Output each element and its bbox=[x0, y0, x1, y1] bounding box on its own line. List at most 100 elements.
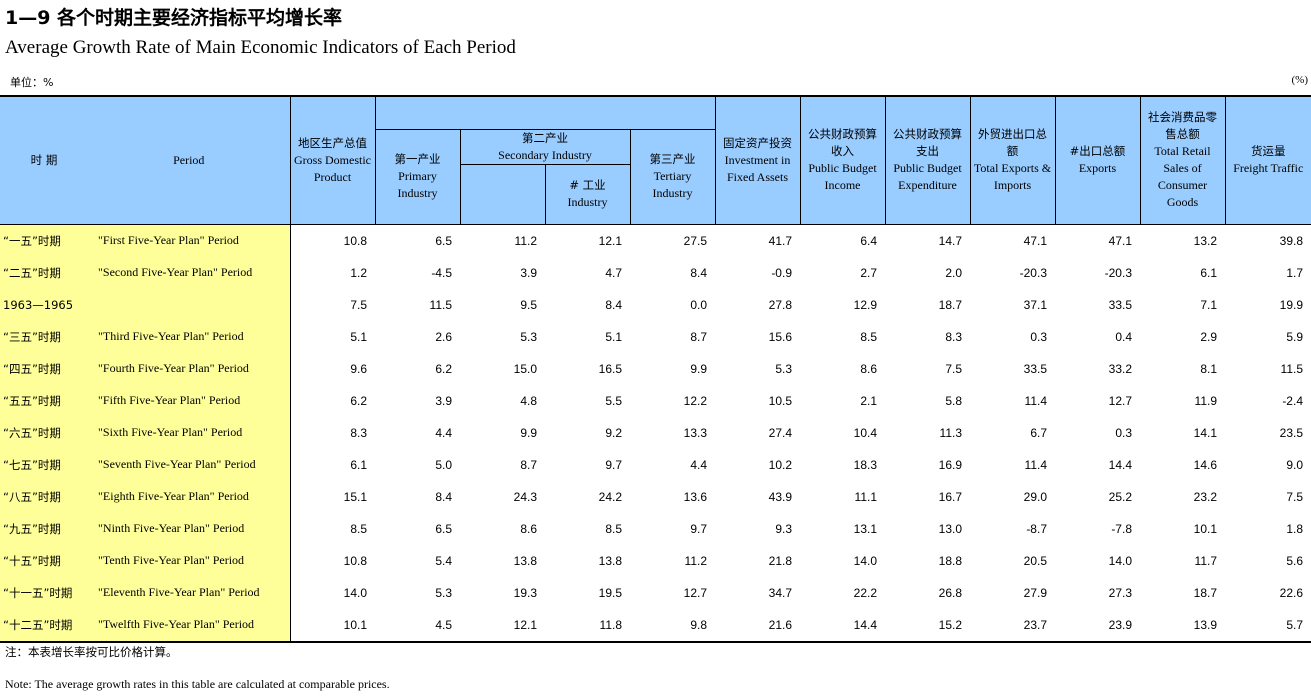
value-cell: 4.5 bbox=[375, 608, 460, 643]
value-cell: 9.9 bbox=[520, 425, 537, 440]
table-header: 时 期 Period 地区生产总值 Gross Domestic Product … bbox=[0, 95, 1311, 225]
row-period-cn: “六五”时期 bbox=[0, 416, 88, 449]
row-period-cn: “一五”时期 bbox=[0, 224, 88, 257]
table-row: “四五”时期 "Fourth Five-Year Plan" Period 9.6 6… bbox=[0, 352, 1311, 385]
row-period-cn: “十一五”时期 bbox=[0, 576, 88, 609]
value-cell: 12.2 bbox=[683, 393, 707, 408]
value-cell: 6.2 bbox=[350, 393, 367, 408]
value-cell: 9.5 bbox=[520, 297, 537, 312]
table-body: “一五”时期 "First Five-Year Plan" Period 10.8 6… bbox=[0, 224, 1311, 643]
row-period-cn: “七五”时期 bbox=[0, 448, 88, 481]
value-cell: 0.0 bbox=[690, 297, 707, 312]
value-cell: 3.9 bbox=[520, 265, 537, 280]
value-cell: 13.8 bbox=[598, 553, 622, 568]
value-cell: 13.9 bbox=[1140, 608, 1225, 643]
value-cell: 9.2 bbox=[605, 425, 622, 440]
table-row: “十五”时期 "Tenth Five-Year Plan" Period 10.8 5… bbox=[0, 544, 1311, 577]
value-cell: 43.9 bbox=[768, 489, 792, 504]
value-cell: 27.5 bbox=[683, 233, 707, 248]
value-cell: 15.2 bbox=[885, 608, 970, 643]
value-cell: 12.9 bbox=[853, 297, 877, 312]
value-cell: 2.1 bbox=[860, 393, 877, 408]
value-cell: 27.8 bbox=[768, 297, 792, 312]
row-period-cn: “八五”时期 bbox=[0, 480, 88, 513]
header-period-en: Period bbox=[88, 95, 291, 225]
value-cell: 33.5 bbox=[1108, 297, 1132, 312]
value-cell: 13.2 bbox=[1193, 233, 1217, 248]
header-freight: 货运量 Freight Traffic bbox=[1224, 95, 1311, 225]
row-period-en: "Second Five-Year Plan" Period bbox=[88, 256, 291, 289]
note-english: Note: The average growth rates in this t… bbox=[5, 677, 390, 691]
value-cell: 13.6 bbox=[683, 489, 707, 504]
value-cell: 3.9 bbox=[435, 393, 452, 408]
value-cell: 11.2 bbox=[514, 233, 537, 248]
header-budget-income: 公共财政预算收入 Public Budget Income bbox=[799, 95, 886, 225]
table-row: “五五”时期 "Fifth Five-Year Plan" Period 6.2 3.… bbox=[0, 384, 1311, 417]
value-cell: 27.4 bbox=[768, 425, 792, 440]
growth-rate-table: 时 期 Period 地区生产总值 Gross Domestic Product … bbox=[0, 95, 1311, 643]
value-cell: 9.0 bbox=[1286, 457, 1303, 472]
row-period-en: "Third Five-Year Plan" Period bbox=[88, 320, 291, 353]
row-period-en: "First Five-Year Plan" Period bbox=[88, 224, 291, 257]
unit-label: 单位：% bbox=[10, 76, 54, 89]
row-period-cn: “三五”时期 bbox=[0, 320, 88, 353]
row-period-en: "Twelfth Five-Year Plan" Period bbox=[88, 608, 291, 643]
value-cell: 8.4 bbox=[690, 265, 707, 280]
header-primary: 第一产业 Primary Industry bbox=[374, 128, 461, 225]
value-cell: 23.2 bbox=[1193, 489, 1217, 504]
value-cell: -20.3 bbox=[1019, 265, 1047, 280]
value-cell: 5.1 bbox=[605, 329, 622, 344]
value-cell: 8.3 bbox=[350, 425, 367, 440]
value-cell: 7.5 bbox=[1286, 489, 1303, 504]
value-cell: 11.5 bbox=[1280, 361, 1303, 376]
value-cell: 16.7 bbox=[938, 489, 962, 504]
row-period-cn: 1963—1965 bbox=[0, 288, 88, 321]
table-title-english: Average Growth Rate of Main Economic Ind… bbox=[5, 37, 516, 58]
value-cell: 10.2 bbox=[768, 457, 792, 472]
value-cell: 14.4 bbox=[1108, 457, 1132, 472]
value-cell: 11.7 bbox=[1194, 553, 1217, 568]
header-secondary: 第二产业 Secondary Industry bbox=[459, 128, 631, 165]
value-cell: 19.3 bbox=[513, 585, 537, 600]
row-period-cn: “四五”时期 bbox=[0, 352, 88, 385]
value-cell: 14.7 bbox=[938, 233, 962, 248]
value-cell: 11.3 bbox=[939, 425, 962, 440]
value-cell: 6.1 bbox=[350, 457, 367, 472]
value-cell: 14.0 bbox=[1108, 553, 1132, 568]
value-cell: 13.0 bbox=[938, 521, 962, 536]
header-period-cn: 时 期 bbox=[0, 95, 88, 225]
row-period-en: "Sixth Five-Year Plan" Period bbox=[88, 416, 291, 449]
table-title-chinese: 1—9 各个时期主要经济指标平均增长率 bbox=[5, 7, 343, 29]
value-cell: 6.2 bbox=[435, 361, 452, 376]
table-row: “十一五”时期 "Eleventh Five-Year Plan" Period 1… bbox=[0, 576, 1311, 609]
row-period-en: "Ninth Five-Year Plan" Period bbox=[88, 512, 291, 545]
value-cell: 14.1 bbox=[1193, 425, 1217, 440]
value-cell: 11.4 bbox=[1024, 393, 1047, 408]
value-cell: 8.4 bbox=[605, 297, 622, 312]
table-row: “一五”时期 "First Five-Year Plan" Period 10.8 6… bbox=[0, 224, 1311, 257]
value-cell: 7.5 bbox=[945, 361, 962, 376]
value-cell: 8.4 bbox=[435, 489, 452, 504]
header-exports: #出口总额 Exports bbox=[1054, 95, 1141, 225]
header-total-trade: 外贸进出口总额 Total Exports & Imports bbox=[969, 95, 1056, 225]
value-cell: 23.5 bbox=[1279, 425, 1303, 440]
value-cell: 9.6 bbox=[350, 361, 367, 376]
row-period-cn: “二五”时期 bbox=[0, 256, 88, 289]
value-cell: 21.6 bbox=[715, 608, 800, 643]
row-period-cn: “五五”时期 bbox=[0, 384, 88, 417]
table-row: “九五”时期 "Ninth Five-Year Plan" Period 8.5 6.… bbox=[0, 512, 1311, 545]
value-cell: 25.2 bbox=[1108, 489, 1132, 504]
value-cell: 15.0 bbox=[513, 361, 537, 376]
value-cell: 5.5 bbox=[605, 393, 622, 408]
value-cell: 21.8 bbox=[768, 553, 792, 568]
value-cell: 5.3 bbox=[435, 585, 452, 600]
value-cell: 6.5 bbox=[435, 233, 452, 248]
value-cell: 0.4 bbox=[1115, 329, 1132, 344]
value-cell: 2.6 bbox=[435, 329, 452, 344]
table-row: 1963—1965 7.5 11.5 9.5 8.4 0.0 27.8 12.9 18.7 37.… bbox=[0, 288, 1311, 321]
value-cell: 5.0 bbox=[435, 457, 452, 472]
value-cell: 22.6 bbox=[1279, 585, 1303, 600]
value-cell: 9.8 bbox=[630, 608, 715, 643]
header-gdp: 地区生产总值 Gross Domestic Product bbox=[289, 95, 376, 225]
value-cell: 12.7 bbox=[683, 585, 707, 600]
